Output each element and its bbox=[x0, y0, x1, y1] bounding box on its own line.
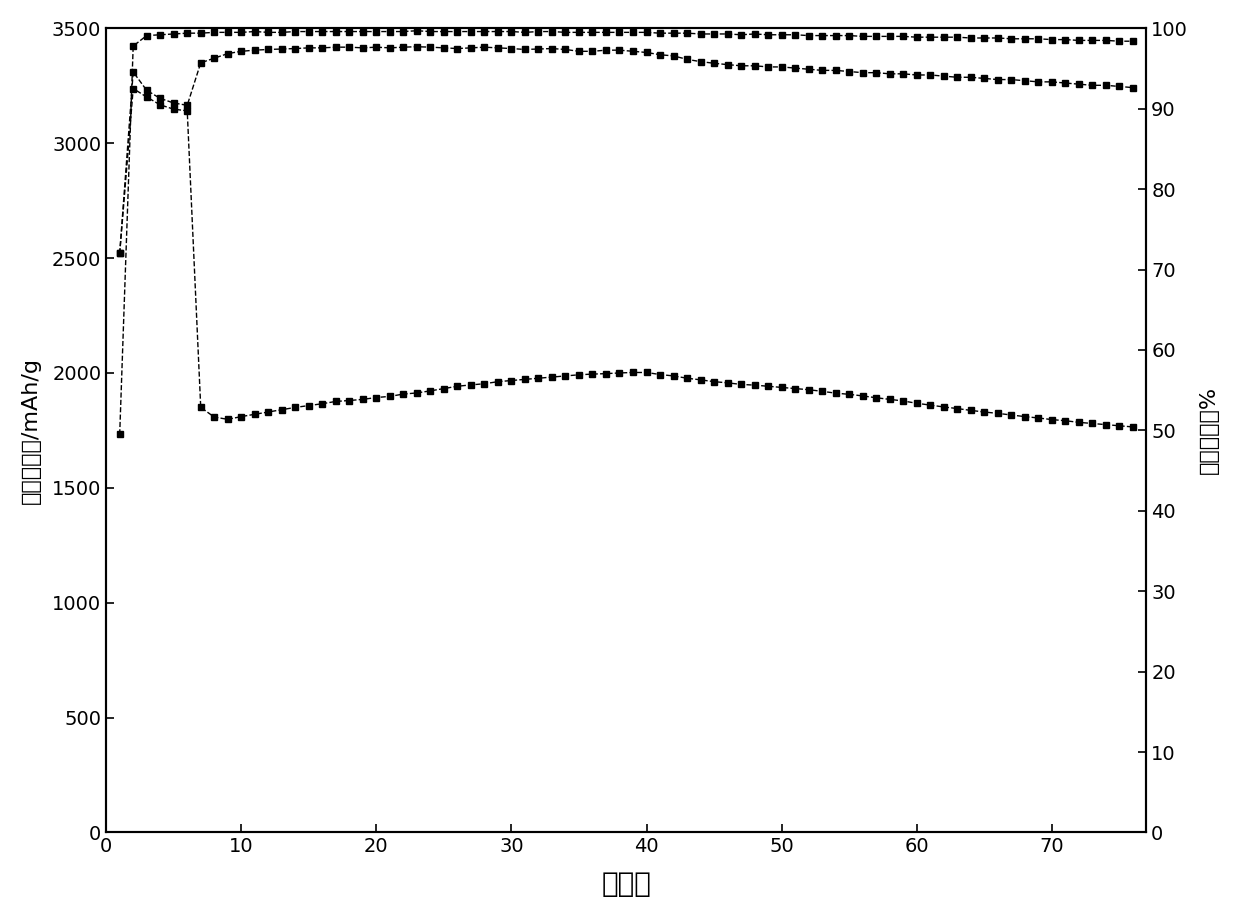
X-axis label: 循环数: 循环数 bbox=[601, 870, 651, 898]
Y-axis label: 库仓效率／%: 库仓效率／% bbox=[1199, 386, 1219, 474]
Y-axis label: 可逆容量／/mAh/g: 可逆容量／/mAh/g bbox=[21, 357, 41, 504]
